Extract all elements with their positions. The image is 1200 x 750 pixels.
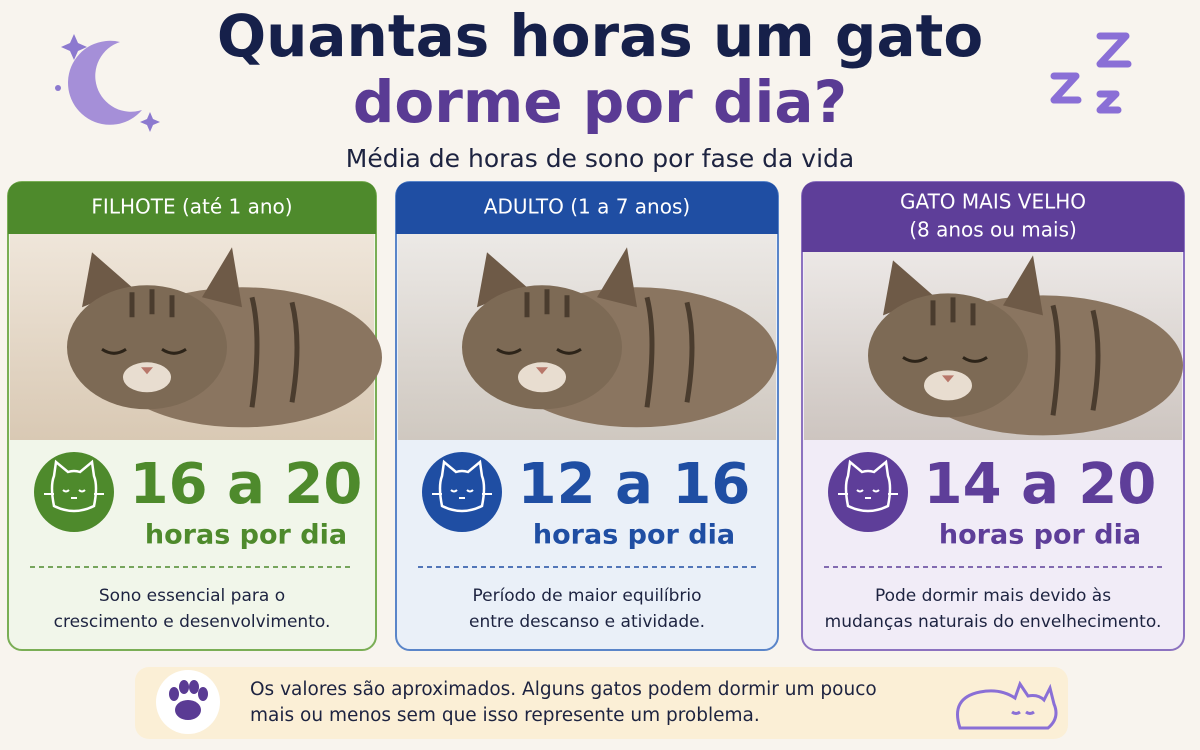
cat-eyes [101, 348, 187, 355]
card-label: FILHOTE (até 1 ano) [91, 195, 292, 219]
cat-eyes [902, 356, 988, 363]
cat-nose [536, 367, 548, 375]
zzz-decoration [1050, 32, 1132, 114]
cat-eyes [496, 348, 582, 355]
cat-stripes [129, 289, 300, 408]
cat-illustration [462, 247, 777, 428]
sleeping-cat-icon [956, 680, 1058, 730]
hours-unit: horas por dia [145, 520, 347, 551]
cat-ears [82, 247, 242, 308]
hours-unit: horas por dia [939, 520, 1141, 551]
cat-icon-details [838, 489, 898, 499]
footer-note: Os valores são aproximados. Alguns gatos… [250, 679, 877, 700]
card-label: ADULTO (1 a 7 anos) [484, 195, 690, 219]
hours: 16 a 20 [130, 452, 363, 517]
cat-icon [422, 452, 502, 532]
title-line-2: dorme por dia? [353, 68, 847, 136]
footer: Os valores são aproximados. Alguns gatos… [135, 667, 1068, 739]
card-description: mudanças naturais do envelhecimento. [825, 612, 1162, 632]
cat-icon-face [438, 459, 486, 513]
paw [169, 680, 208, 720]
cat-muzzle [518, 362, 566, 393]
cat-icon-face [844, 459, 892, 513]
cat-icon-details [44, 489, 104, 499]
cat-stripes [930, 297, 1101, 416]
card-description: Período de maior equilíbrio [472, 586, 701, 606]
cat-illustration [67, 247, 382, 428]
cat-head [868, 293, 1028, 418]
card-description: crescimento e desenvolvimento. [54, 612, 331, 632]
hours: 14 a 20 [924, 452, 1157, 517]
card-header [396, 182, 778, 234]
cat-ears [883, 255, 1043, 316]
cat-illustration [868, 255, 1183, 436]
cat-icon-face [50, 459, 98, 513]
hours: 12 a 16 [518, 452, 751, 517]
cat-muzzle [123, 362, 171, 393]
footer-box [135, 667, 1068, 739]
cat-icon [34, 452, 114, 532]
card: GATO MAIS VELHO (8 anos ou mais) 14 a 20ho… [801, 181, 1185, 651]
card-header [802, 182, 1184, 252]
card-header [8, 182, 376, 234]
footer-note: mais ou menos sem que isso represente um… [250, 705, 760, 726]
subtitle: Média de horas de sono por fase da vida [346, 144, 854, 173]
cat-stripes [524, 289, 695, 408]
card-description: Pode dormir mais devido às [875, 586, 1111, 606]
cat-icon-details [432, 489, 492, 499]
title-line-1: Quantas horas um gato [217, 2, 983, 70]
cat-nose [141, 367, 153, 375]
card-label: GATO MAIS VELHO [900, 190, 1086, 214]
cat-ears [477, 247, 637, 308]
cat-head [67, 285, 227, 410]
card-description: Sono essencial para o [99, 586, 285, 606]
hours-unit: horas por dia [533, 520, 735, 551]
moon-decoration [55, 34, 160, 132]
card-label: (8 anos ou mais) [909, 218, 1077, 242]
card-description: entre descanso e atividade. [469, 612, 705, 632]
cat-nose [942, 375, 954, 383]
cat-muzzle [924, 370, 972, 401]
cat-head [462, 285, 622, 410]
cat-icon [828, 452, 908, 532]
